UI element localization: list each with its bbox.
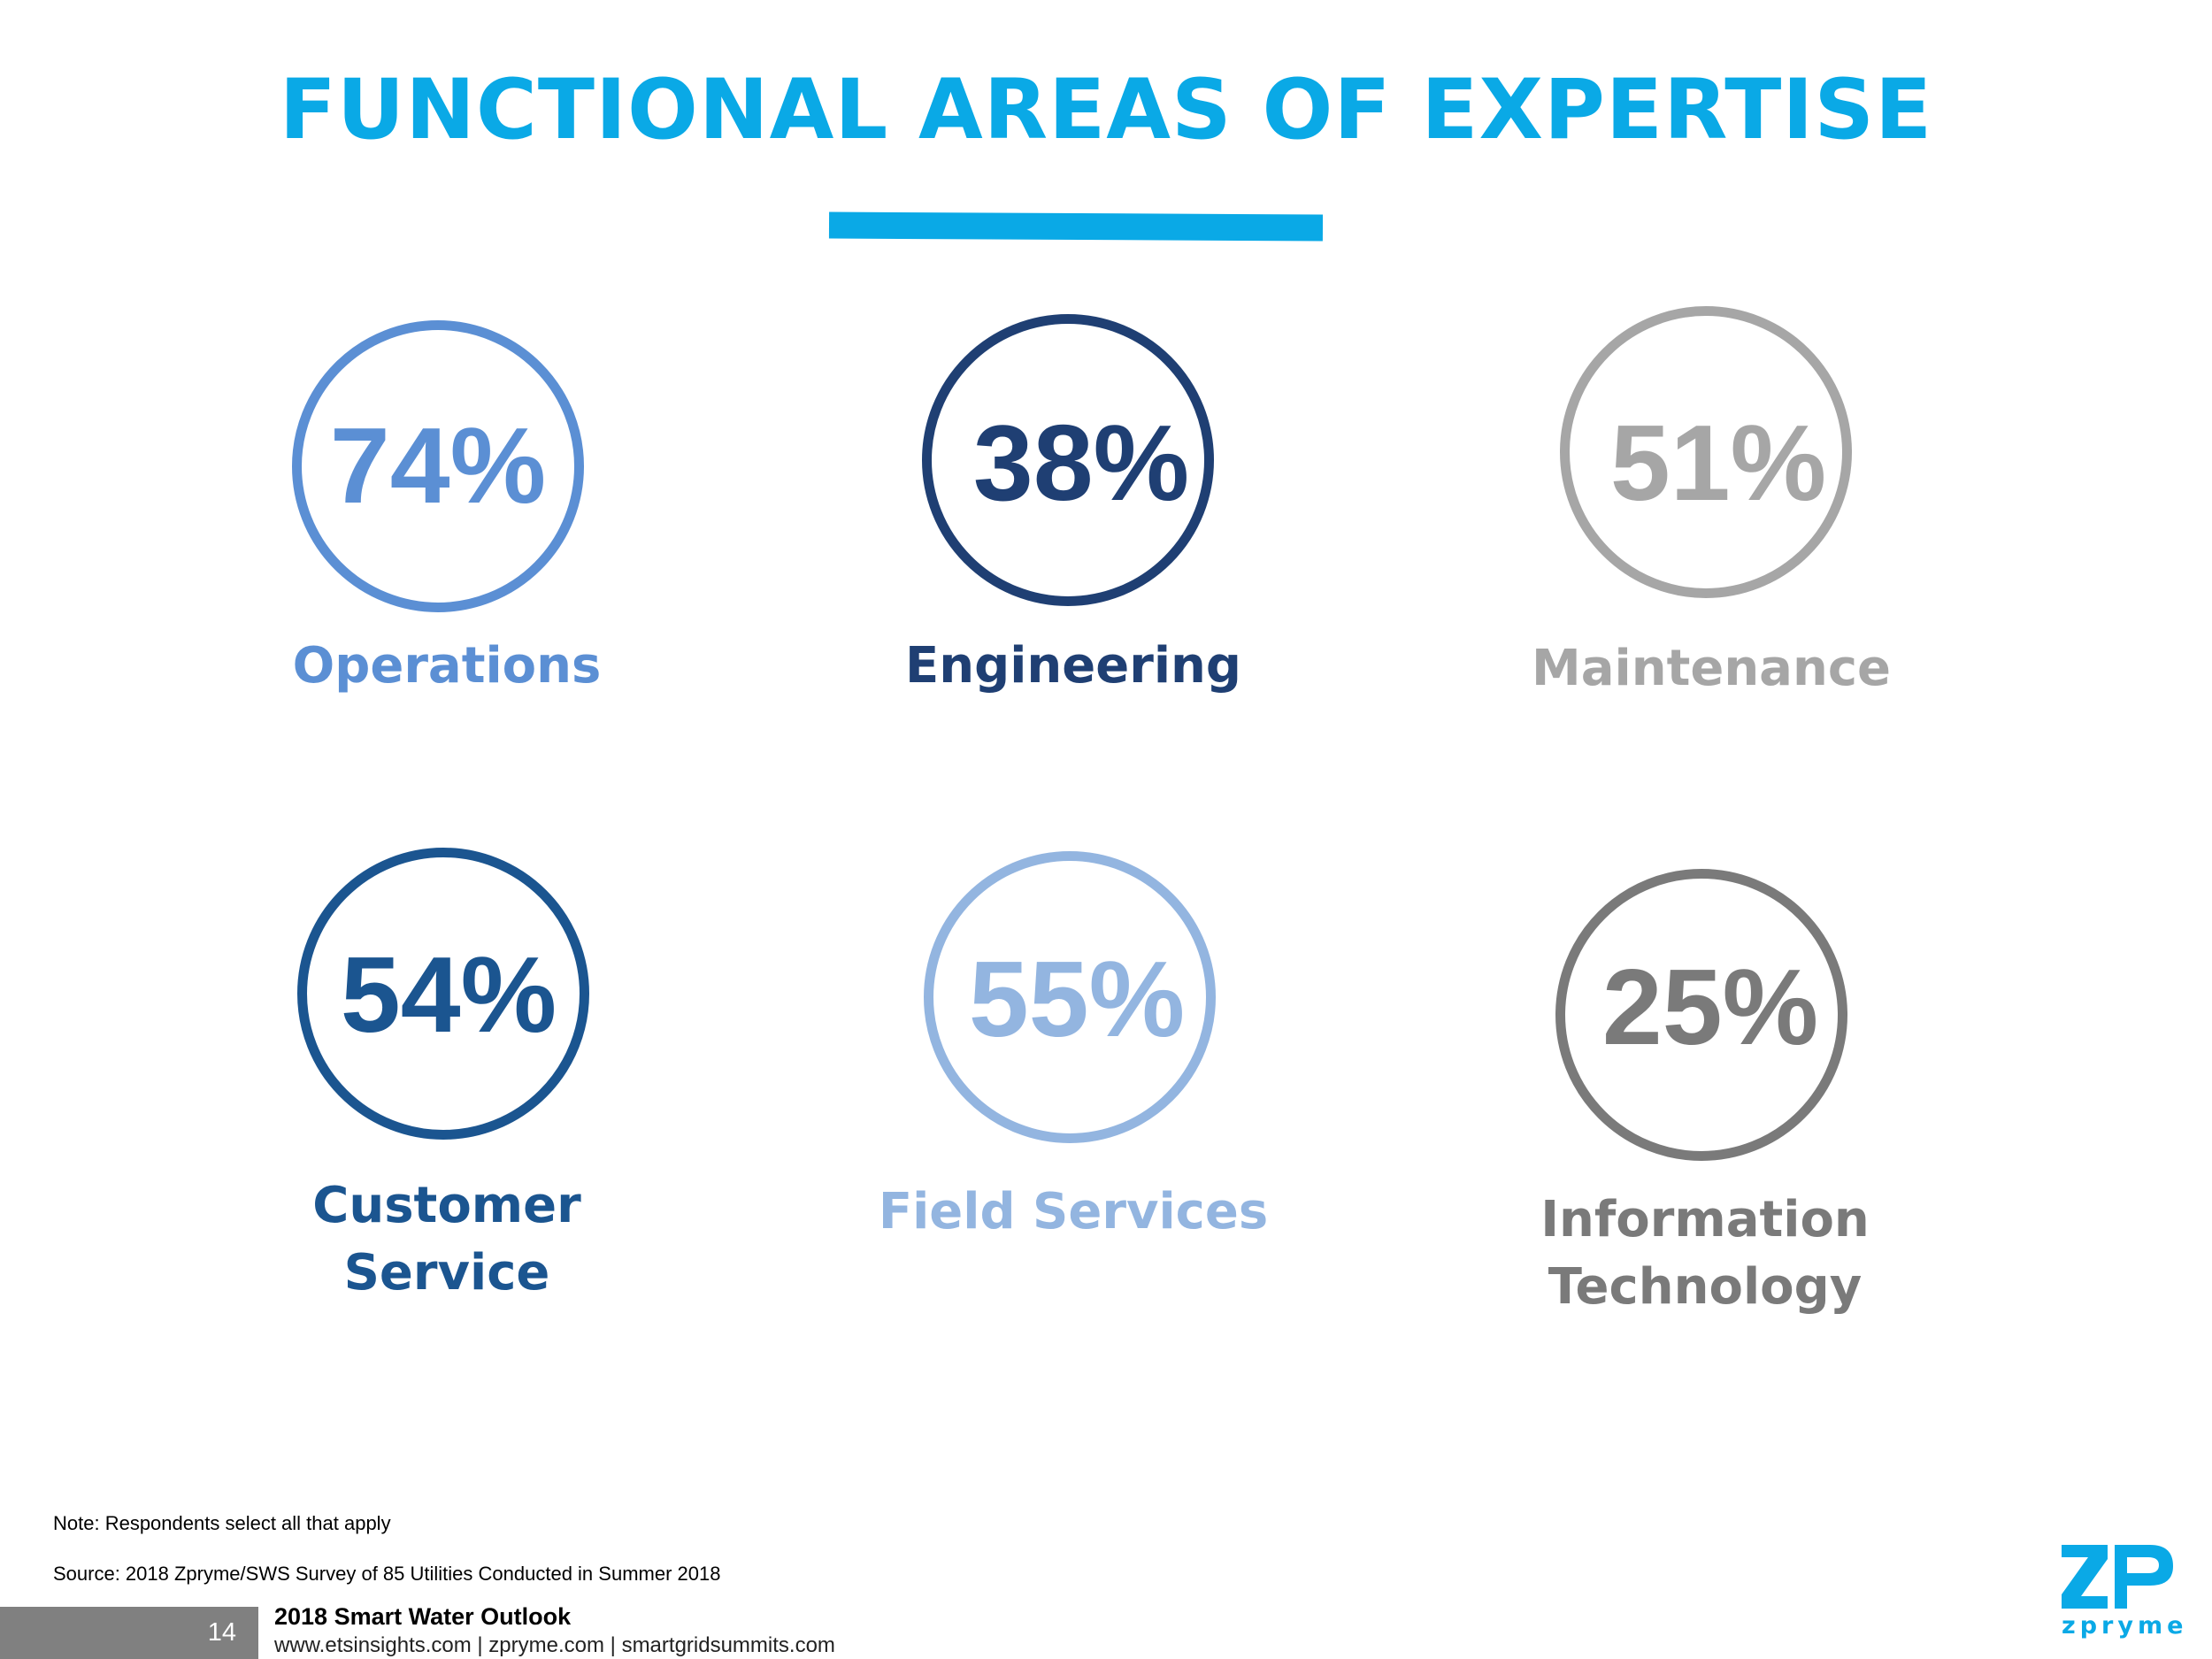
zpryme-logo-icon xyxy=(2062,1545,2173,1609)
stat-ring xyxy=(924,851,1216,1143)
stat-label: Field Services xyxy=(843,1179,1303,1246)
stat-label: Operations xyxy=(217,633,677,700)
stat-label: Customer Service xyxy=(217,1172,677,1306)
stat-label-line: Service xyxy=(343,1243,550,1302)
page-number: 14 xyxy=(0,1607,258,1659)
title-underline xyxy=(828,211,1324,242)
report-links: www.etsinsights.com | zpryme.com | smart… xyxy=(274,1633,835,1657)
stat-percent: 55% xyxy=(968,939,1186,1059)
stat-percent: 51% xyxy=(1609,403,1827,523)
stat-label: Information Technology xyxy=(1475,1187,1935,1320)
stat-label-line: Engineering xyxy=(905,637,1241,695)
report-title: 2018 Smart Water Outlook xyxy=(274,1603,572,1630)
stat-ring xyxy=(297,848,589,1140)
stat-ring xyxy=(1555,869,1847,1161)
stat-label-line: Technology xyxy=(1548,1257,1863,1316)
stat-ring xyxy=(1560,306,1852,598)
stat-percent: 54% xyxy=(340,934,557,1055)
footnote: Note: Respondents select all that apply xyxy=(53,1512,391,1534)
stat-ring xyxy=(292,320,584,612)
stat-label: Maintenance xyxy=(1481,635,1941,703)
stat-label-line: Operations xyxy=(292,637,602,695)
stat-label-line: Information xyxy=(1540,1191,1870,1248)
stat-percent: 74% xyxy=(329,405,547,526)
stat-percent: 38% xyxy=(972,403,1190,523)
page-title: FUNCTIONAL AREAS OF EXPERTISE xyxy=(279,62,1933,158)
stat-label-line: Field Services xyxy=(878,1183,1269,1240)
stat-percent: 25% xyxy=(1601,947,1819,1067)
stat-ring xyxy=(922,314,1214,606)
logo-wordmark: zpryme xyxy=(2062,1612,2188,1640)
stat-label-line: Customer xyxy=(312,1177,581,1234)
stat-label: Engineering xyxy=(843,633,1303,700)
stat-label-line: Maintenance xyxy=(1531,640,1892,697)
source-note: Source: 2018 Zpryme/SWS Survey of 85 Uti… xyxy=(53,1563,721,1585)
